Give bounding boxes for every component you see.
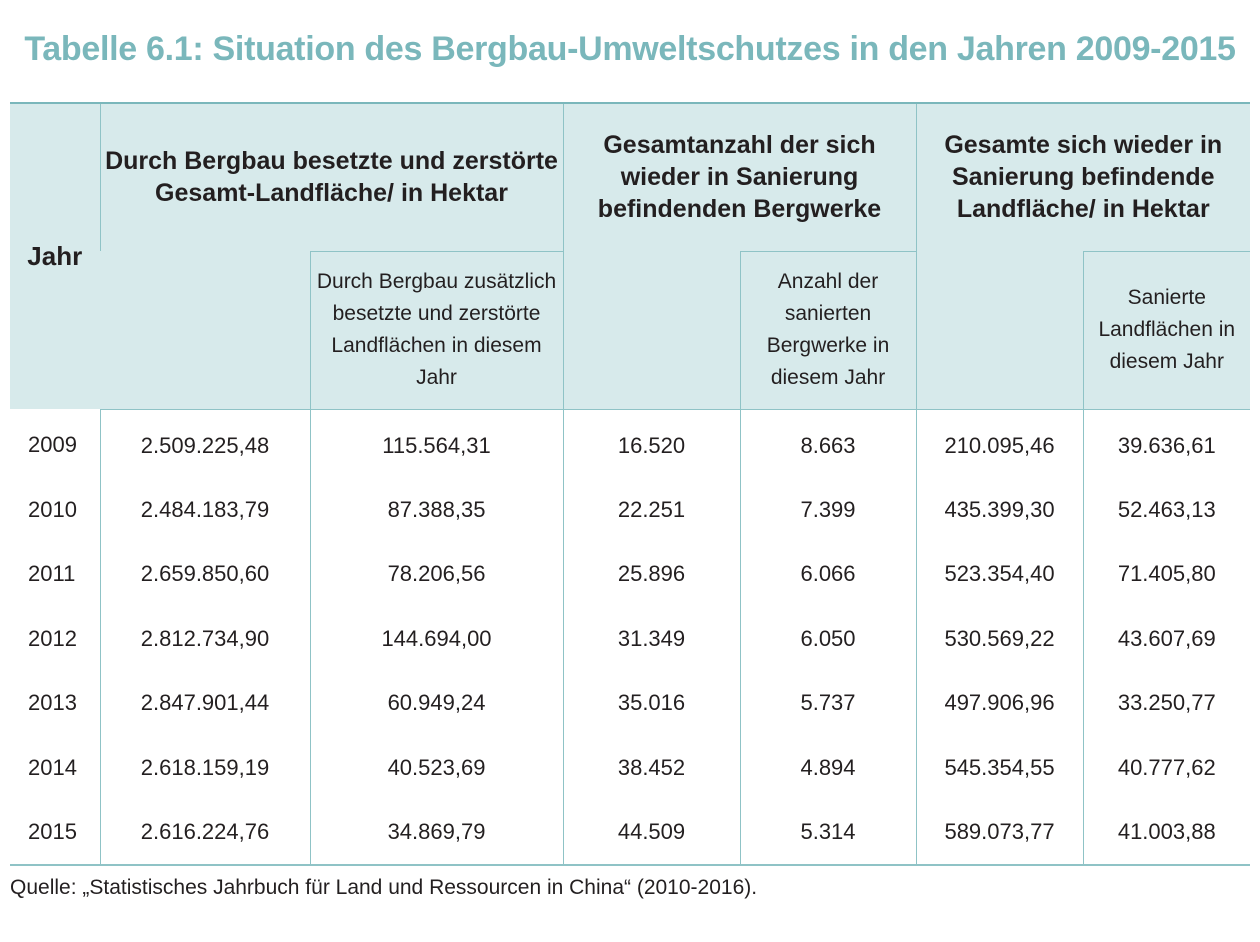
table-cell: 2.618.159,19: [99, 735, 310, 800]
table-cell: 71.405,80: [1082, 542, 1251, 607]
table-title: Tabelle 6.1: Situation des Bergbau-Umwel…: [24, 30, 1236, 68]
table-cell: 2.812.734,90: [99, 606, 310, 672]
row-year-cell: 2015: [10, 799, 100, 867]
table-cell: 6.050: [739, 606, 917, 672]
row-year-cell: 2012: [28, 625, 77, 651]
header-group-mines-in-restoration: Gesamtanzahl der sich wieder in Sanierun…: [562, 102, 917, 251]
table-cell: 87.388,35: [309, 477, 563, 543]
table-cell: 2.509.225,48: [99, 409, 310, 478]
table-row: 2012 2.812.734,90 144.694,00 31.349 6.050 530…: [10, 606, 1251, 672]
table-cell: 5.314: [739, 799, 917, 867]
header-blank: [562, 251, 740, 410]
table-cell: 144.694,00: [309, 606, 563, 672]
row-year-cell: 2009: [28, 432, 77, 458]
table-cell: 39.636,61: [1082, 409, 1251, 478]
table-cell: 589.073,77: [915, 799, 1084, 867]
table-row: 2015 2.616.224,76 34.869,79 44.509 5.314 589.…: [10, 799, 1251, 867]
row-year-cell: 2011: [28, 561, 76, 587]
table-cell: 7.399: [739, 477, 917, 543]
table-cell: 40.777,62: [1082, 735, 1251, 800]
table-row: 2011 2.659.850,60 78.206,56 25.896 6.066 523.…: [10, 542, 1251, 607]
table-cell: 22.251: [562, 477, 740, 543]
table-cell: 2.484.183,79: [99, 477, 310, 543]
table-cell: 60.949,24: [309, 671, 563, 736]
table-row: 2013 2.847.901,44 60.949,24 35.016 5.737 497.…: [10, 671, 1251, 736]
table-row: 2010 2.484.183,79 87.388,35 22.251 7.399 435.…: [10, 477, 1251, 543]
header-year: Jahr: [10, 102, 100, 409]
table-row: 2014 2.618.159,19 40.523,69 38.452 4.894 545.…: [10, 735, 1251, 800]
table-cell: 5.737: [739, 671, 917, 736]
table-body: 2009 2.509.225,48 115.564,31 16.520 8.663 210…: [10, 409, 1251, 867]
table-cell: 40.523,69: [309, 735, 563, 800]
table-cell: 2.616.224,76: [99, 799, 310, 867]
header-group-occupied-land: Durch Bergbau besetzte und zerstörte Ges…: [99, 102, 563, 251]
header-sub-restored-mines-year: Anzahl der sanierten Bergwerke in diesem…: [739, 250, 917, 410]
table-cell: 545.354,55: [915, 735, 1084, 800]
table-cell: 6.066: [739, 542, 917, 607]
table-cell: 35.016: [562, 671, 740, 736]
row-year-cell: 2014: [28, 754, 77, 780]
header-sub-restored-land-year: Sanierte Landflächen in diesem Jahr: [1082, 250, 1251, 410]
table-cell: 33.250,77: [1082, 671, 1251, 736]
table-cell: 2.659.850,60: [99, 542, 310, 607]
header-blank: [915, 251, 1084, 410]
header-group-restored-land: Gesamte sich wieder in Sanierung befinde…: [915, 102, 1251, 251]
table-cell: 16.520: [562, 409, 740, 478]
table-cell: 523.354,40: [915, 542, 1084, 607]
table-cell: 530.569,22: [915, 606, 1084, 672]
row-year-cell: 2013: [28, 690, 77, 716]
table-cell: 34.869,79: [309, 799, 563, 867]
table-row: 2009 2.509.225,48 115.564,31 16.520 8.663 210…: [10, 409, 1251, 478]
table-cell: 43.607,69: [1082, 606, 1251, 672]
table-cell: 497.906,96: [915, 671, 1084, 736]
table-cell: 44.509: [562, 799, 740, 867]
source-note: Quelle: „Statistisches Jahrbuch für Land…: [10, 876, 758, 899]
table-cell: 41.003,88: [1082, 799, 1251, 867]
table-cell: 31.349: [562, 606, 740, 672]
table-cell: 210.095,46: [915, 409, 1084, 478]
table-cell: 38.452: [562, 735, 740, 800]
table-cell: 115.564,31: [309, 409, 563, 478]
table-cell: 25.896: [562, 542, 740, 607]
table-cell: 52.463,13: [1082, 477, 1251, 543]
table-cell: 2.847.901,44: [99, 671, 310, 736]
header-blank: [100, 251, 310, 410]
data-table: Jahr Durch Bergbau besetzte und zerstört…: [10, 102, 1251, 867]
table-cell: 8.663: [739, 409, 917, 478]
table-cell: 4.894: [739, 735, 917, 800]
header-sub-occupied-land-year: Durch Bergbau zusätzlich besetzte und ze…: [309, 250, 563, 410]
row-year-cell: 2010: [28, 497, 77, 523]
table-cell: 78.206,56: [309, 542, 563, 607]
table-cell: 435.399,30: [915, 477, 1084, 543]
